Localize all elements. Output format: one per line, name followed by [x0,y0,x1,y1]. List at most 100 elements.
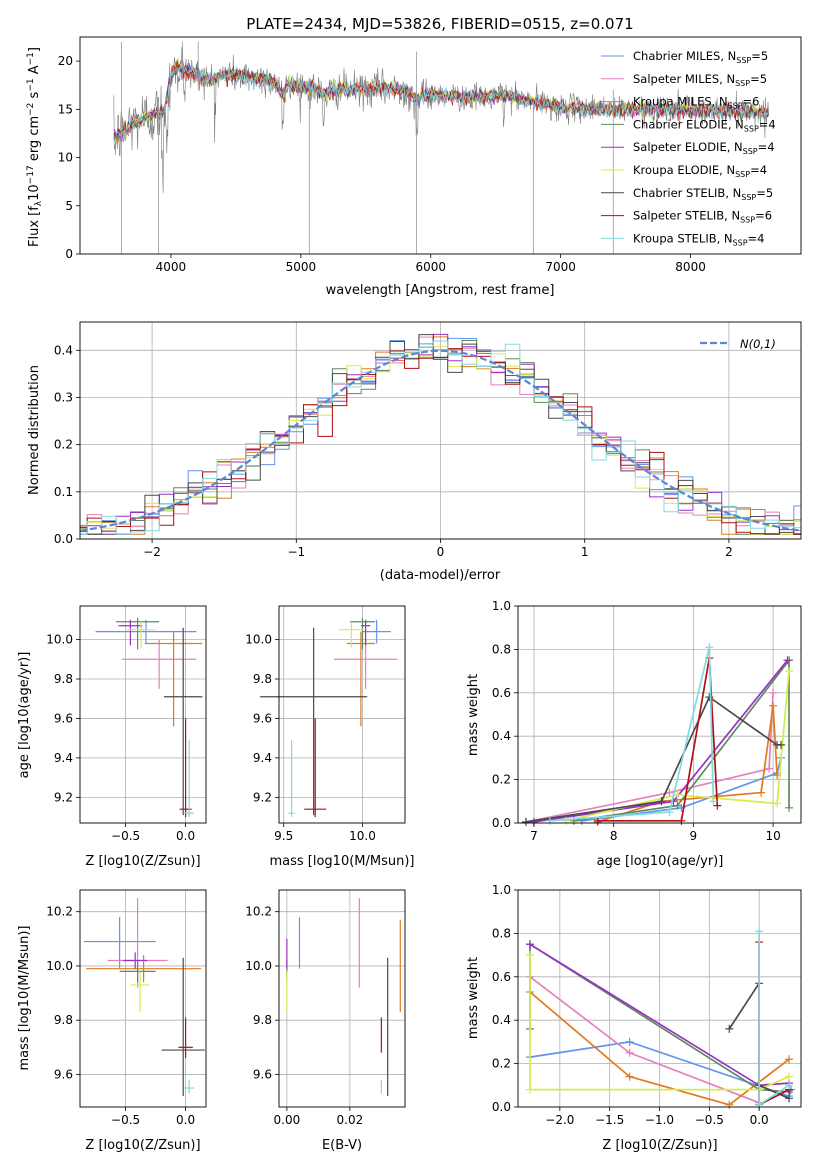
spectrum-series [113,41,769,254]
weight-line [573,657,790,822]
weight-vs-age-axes: 7 8 9 10 0.0 0.2 0.4 0.6 0.8 1.0 [492,599,802,843]
mass-vs-Z-y-label: mass [log10(M/Msun)] [17,925,32,1070]
mass-vs-EBV-panel: 0.00 0.02 9.6 9.8 10.0 10.2 E(B-V) [245,889,406,1153]
x-tick-label: 6000 [415,260,446,274]
weight-vs-age-plot-area [518,605,801,824]
mass-vs-EBV-errorbars [286,898,401,1097]
age-vs-mass-errorbars [260,617,398,818]
mass-vs-Z-x-label: Z [log10(Z/Zsun)] [85,1138,200,1153]
y-tick-label: 9.8 [253,672,272,686]
y-tick-label: 9.4 [253,751,272,765]
x-tick-label: −2 [143,545,161,559]
legend-entry: Salpeter MILES, NSSP=5 [633,72,767,88]
y-tick-label: 0.4 [54,343,73,357]
y-tick-label: 10.0 [245,633,272,647]
x-tick-label: −0.5 [111,829,140,843]
spectrum-axes: 4000 5000 6000 7000 8000 0 5 10 15 20 [58,36,802,274]
weight-line [758,942,790,1107]
ylabel-part: Flux [f [27,206,42,247]
x-tick-label: 2 [725,545,733,559]
legend-entry: Kroupa ELODIE, NSSP=4 [633,163,767,179]
axes-frame [517,605,802,824]
spectrum-x-label: wavelength [Angstrom, rest frame] [326,283,555,298]
x-tick-label: −0.5 [111,1113,140,1127]
y-tick-label: 0.8 [492,642,511,656]
ylabel-part: A [27,65,42,78]
weight-vs-Z-axes: −2.0 −1.5 −1.0 −0.5 0.0 0.0 0.2 0.4 0.6 0.8 1.0 [492,883,802,1127]
observed-spectrum [113,46,769,193]
x-tick-label: −1 [287,545,305,559]
weight-marker [765,764,774,773]
weight-marker [785,1055,794,1064]
x-tick-label: −0.5 [695,1113,724,1127]
weight-vs-Z-y-label: mass weight [466,957,481,1039]
residuals-y-label: Normed distribution [27,365,42,495]
axes-frame [79,605,207,824]
y-tick-label: 0.2 [492,1057,511,1071]
y-tick-label: 9.6 [54,711,73,725]
y-tick-label: 0.6 [492,970,511,984]
residuals-x-label: (data-model)/error [380,568,501,583]
mass-vs-Z-panel: −0.5 0.09.69.810.010.2 Z [log10(Z/Zsun)] … [17,889,207,1153]
x-tick-label: 7 [530,829,538,843]
x-tick-label: 4000 [156,260,187,274]
model-spectrum [113,59,769,140]
y-tick-label: 10.2 [46,905,73,919]
weight-marker [777,740,786,749]
x-tick-label: 0.0 [176,829,195,843]
model-spectrum [113,64,769,146]
legend-entry: Chabrier ELODIE, NSSP=4 [633,117,776,133]
weight-marker [785,667,794,676]
mass-vs-Z-axes: −0.5 0.0 9.6 9.8 10.0 10.2 [46,889,207,1127]
weight-marker [625,1037,634,1046]
weight-vs-age-lines [521,643,794,826]
weight-line [529,976,760,1104]
weight-line [525,692,774,823]
weight-marker [785,1072,794,1081]
y-tick-label: 9.8 [253,1013,272,1027]
x-tick-label: −1.5 [595,1113,624,1127]
legend-entry: Salpeter STELIB, NSSP=6 [633,209,772,225]
weight-marker [657,797,666,806]
weight-marker [725,1100,734,1109]
weight-marker [545,816,554,825]
residuals-legend: N(0,1) [700,337,776,351]
x-tick-label: 0.0 [750,1113,769,1127]
x-tick-label: 9.5 [274,829,293,843]
ylabel-part: −1 [26,78,36,91]
y-tick-label: 10.0 [46,959,73,973]
weight-line [529,955,790,1091]
y-tick-label: 10.0 [46,633,73,647]
weight-line [597,705,778,823]
weight-marker [783,656,792,665]
y-tick-label: 10 [58,151,73,165]
age-vs-mass-plot-area [279,606,405,823]
y-tick-label: 0.0 [54,532,73,546]
y-tick-label: 0.4 [492,729,511,743]
mass-vs-EBV-axes: 0.00 0.02 9.6 9.8 10.0 10.2 [245,889,406,1127]
weight-line [597,657,719,822]
weight-marker [561,816,570,825]
x-tick-label: 8 [610,829,618,843]
legend-entry: Salpeter ELODIE, NSSP=4 [633,140,775,156]
weight-marker [757,788,766,797]
axes-frame [79,889,207,1108]
legend-entry: Kroupa MILES, NSSP=6 [633,95,759,111]
weight-marker [665,808,674,817]
weight-vs-age-y-label: mass weight [466,674,481,756]
y-tick-label: 9.2 [54,790,73,804]
y-tick-label: 10.2 [245,905,272,919]
age-vs-mass-x-label: mass [log10(M/Msun)] [269,854,414,869]
ylabel-part: −17 [26,165,36,184]
y-tick-label: 9.4 [54,751,73,765]
y-tick-label: 0.6 [492,686,511,700]
mass-vs-EBV-x-label: E(B-V) [322,1138,362,1153]
age-vs-Z-x-label: Z [log10(Z/Zsun)] [85,854,200,869]
weight-marker [755,927,764,936]
x-tick-label: 0.00 [274,1113,301,1127]
spectrum-panel: 4000 5000 6000 7000 8000 0 5 10 15 20 Chabrier MI… [26,36,802,298]
x-tick-label: 0 [437,545,445,559]
legend-entry: Chabrier MILES, NSSP=5 [633,49,768,65]
y-tick-label: 0.2 [54,438,73,452]
weight-marker [785,1081,794,1090]
